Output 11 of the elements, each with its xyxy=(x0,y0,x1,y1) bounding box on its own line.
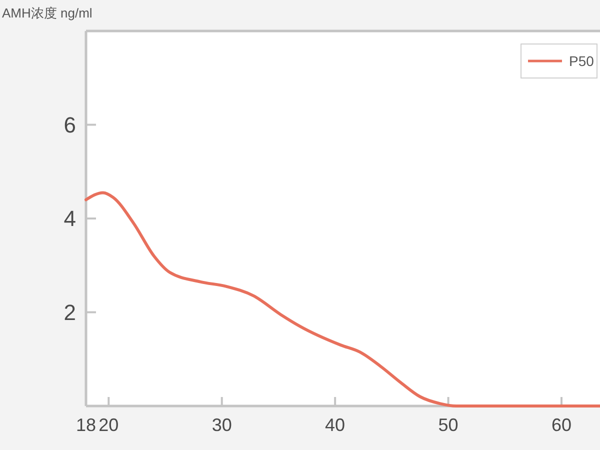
x-tick-label: 60 xyxy=(551,415,572,435)
y-tick-label: 4 xyxy=(64,206,76,231)
y-axis-title: AMH浓度 ng/ml xyxy=(2,6,92,20)
x-tick-label: 50 xyxy=(438,415,458,435)
x-tick-label: 40 xyxy=(325,415,346,435)
x-tick-label: 18 xyxy=(76,415,96,435)
y-tick-label: 2 xyxy=(64,300,76,325)
legend-label: P50 xyxy=(569,53,594,69)
y-tick-label: 6 xyxy=(64,112,76,138)
x-tick-label: 20 xyxy=(98,415,119,435)
x-tick-label: 30 xyxy=(212,415,232,435)
